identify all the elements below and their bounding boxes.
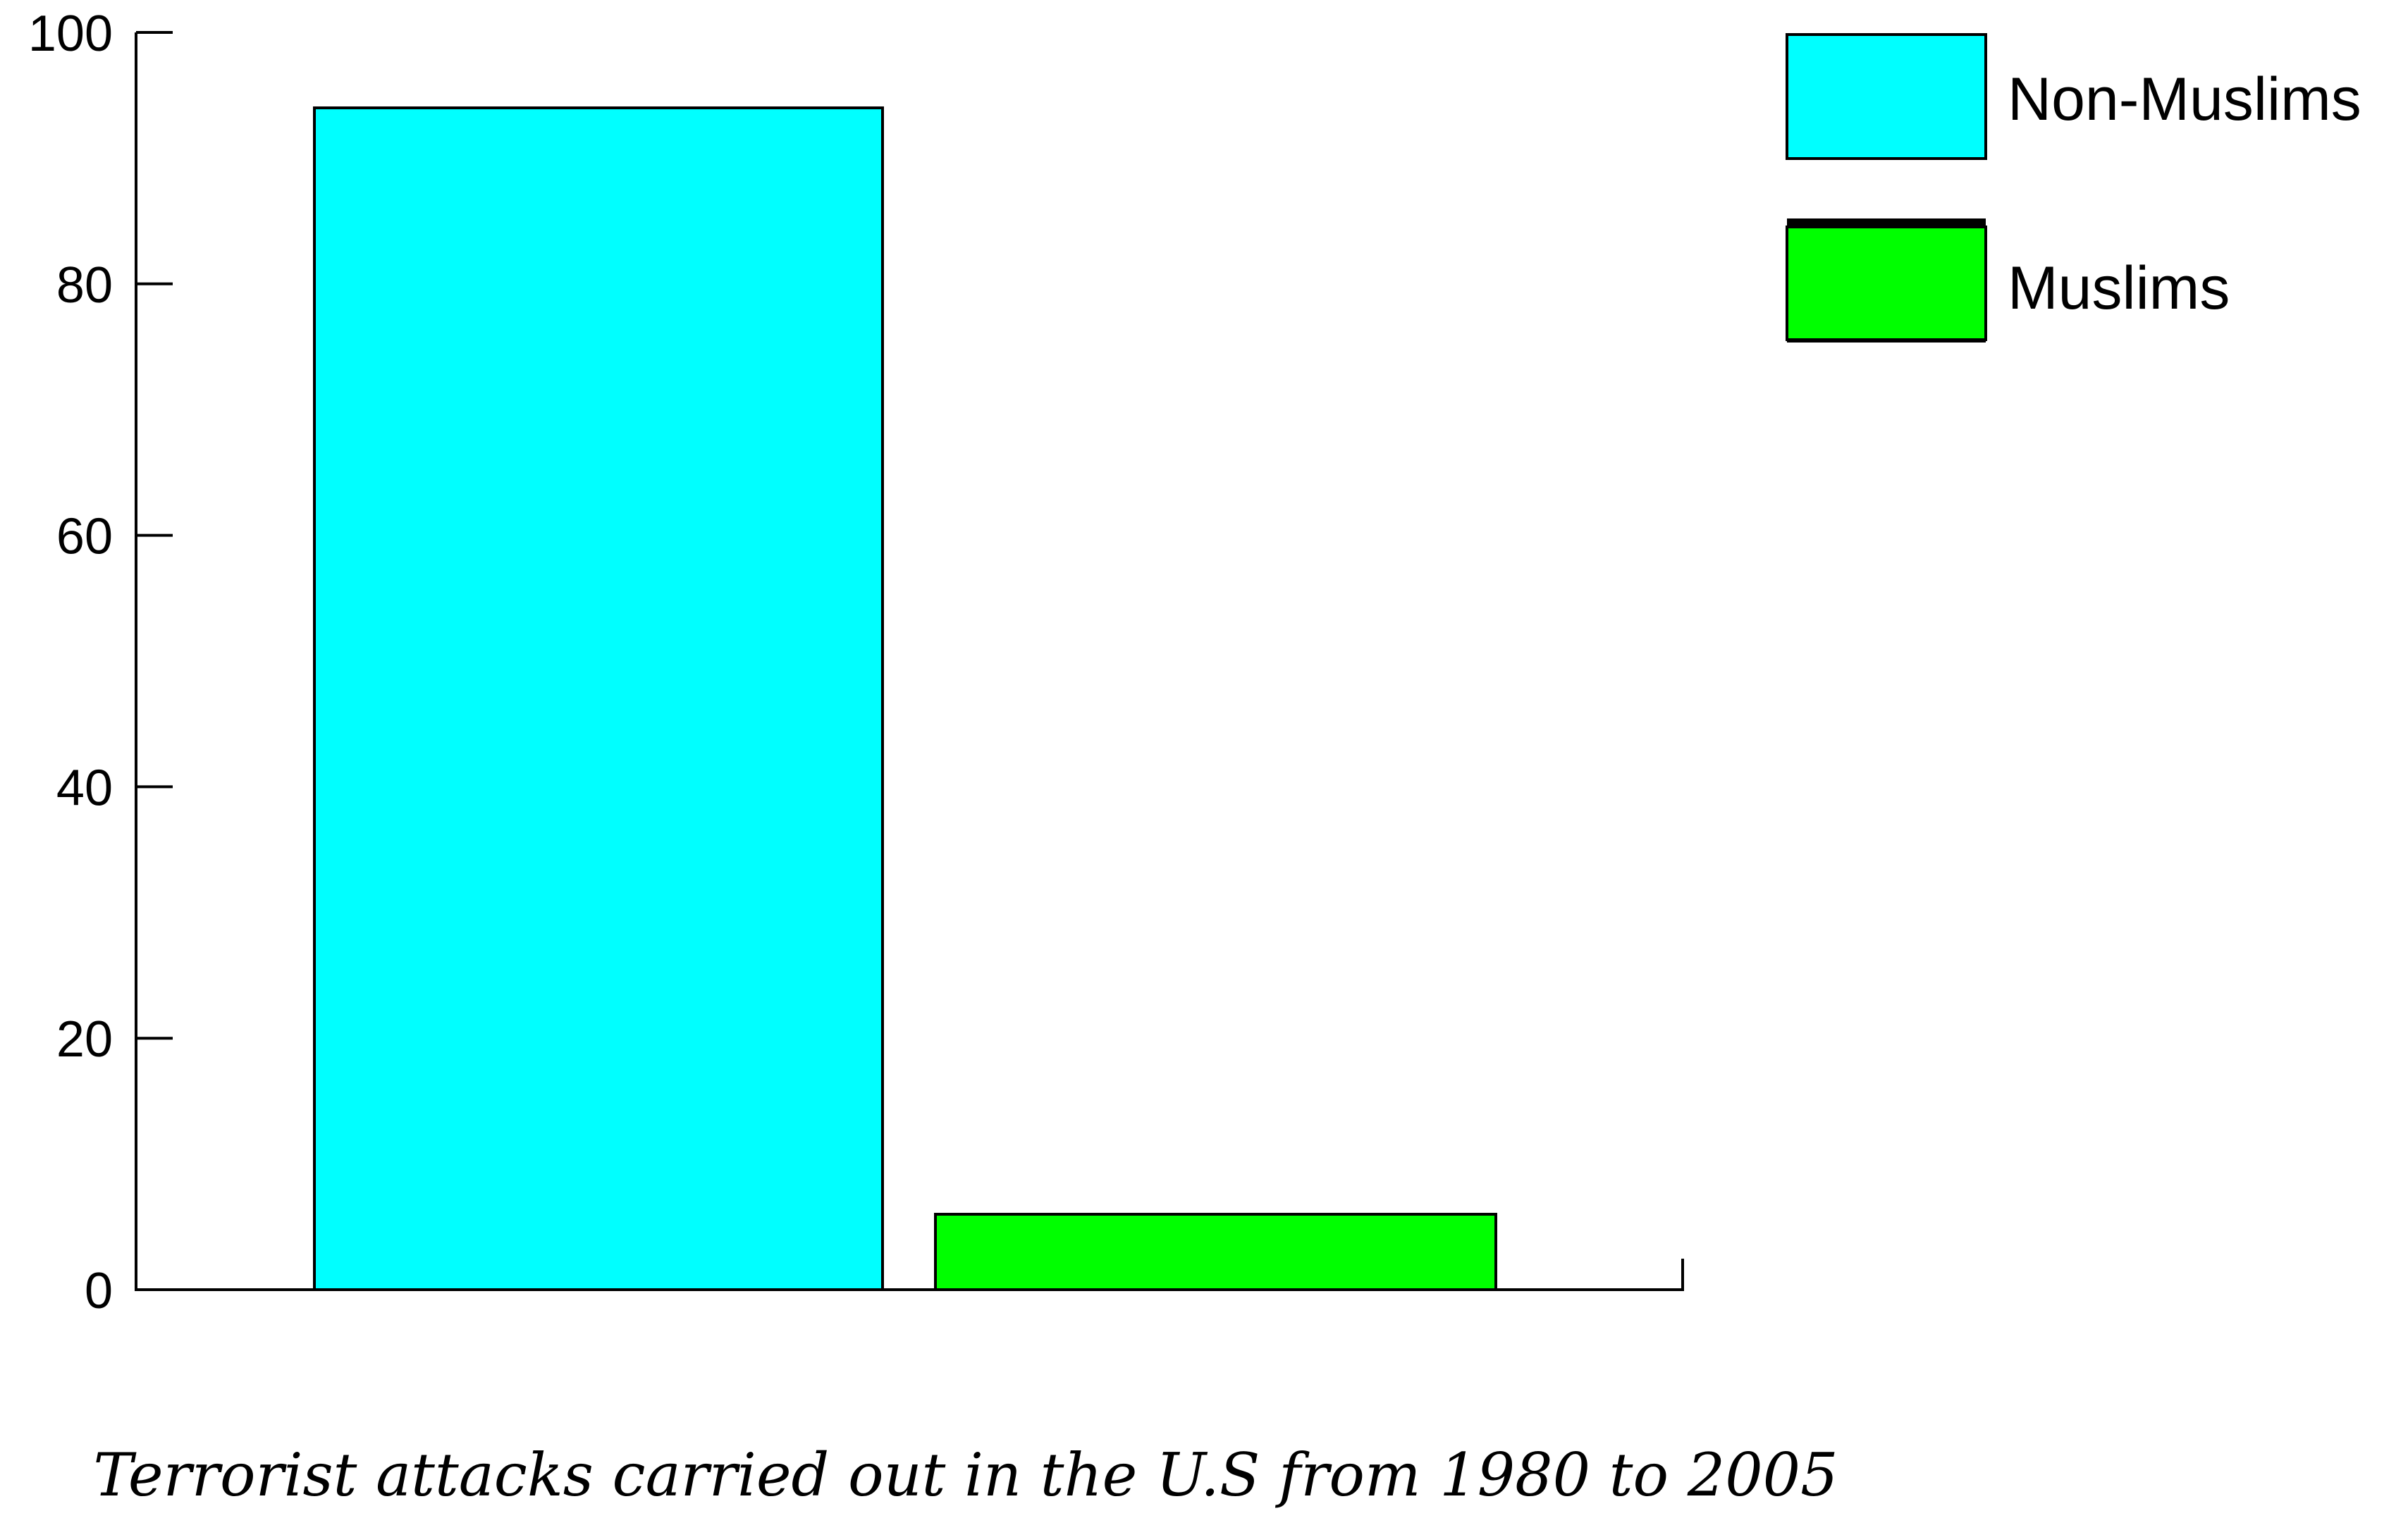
- y-tick-label: 0: [85, 1263, 113, 1319]
- legend-swatch-non-muslims: [1786, 33, 1987, 160]
- bar-non-muslims: [313, 106, 884, 1291]
- legend-entry-muslims: Muslims: [1786, 218, 2230, 343]
- legend-label-muslims: Muslims: [2008, 254, 2230, 322]
- y-tick-label: 60: [56, 509, 113, 565]
- y-axis-ticks: 0 20 40 60 80 100: [28, 6, 173, 1319]
- chart-caption: Terrorist attacks carried out in the U.S…: [93, 1440, 1838, 1510]
- legend-label-non-muslims: Non-Muslims: [2008, 66, 2361, 133]
- bar-muslims: [934, 1212, 1497, 1291]
- y-tick-label: 100: [28, 6, 113, 62]
- legend-entry-non-muslims: Non-Muslims: [1786, 33, 2361, 160]
- legend: Non-Muslims Muslims: [1786, 33, 2361, 343]
- bars: [313, 106, 1497, 1291]
- y-tick-label: 40: [56, 760, 113, 816]
- legend-swatch-muslims: [1786, 226, 1987, 341]
- y-tick-label: 20: [56, 1011, 113, 1068]
- y-tick-label: 80: [56, 257, 113, 314]
